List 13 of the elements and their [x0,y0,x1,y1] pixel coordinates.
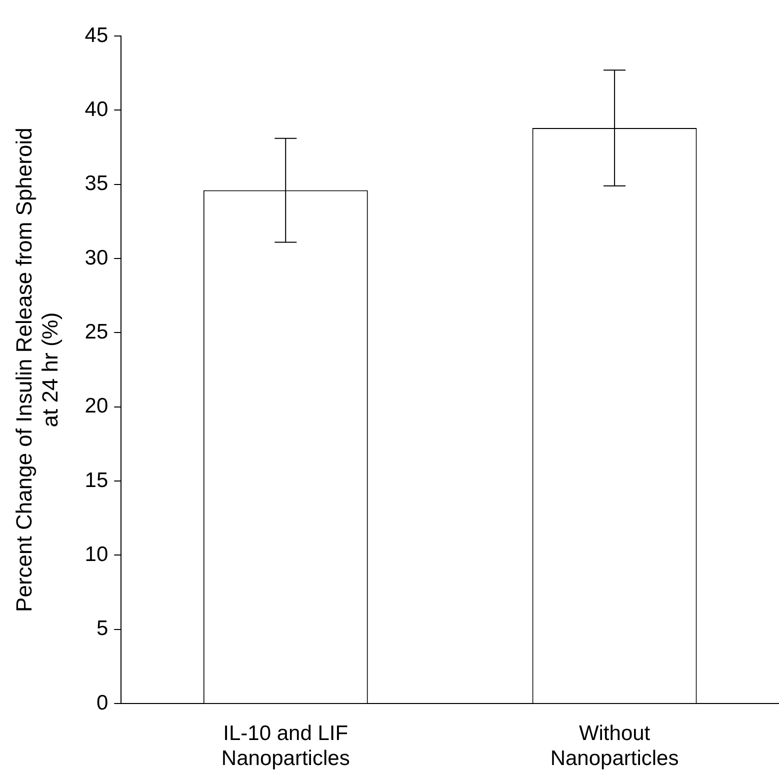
y-axis-title: Percent Change of Insulin Release from Spheroid at 24 hr (%) [11,128,63,612]
y-tick-label: 35 [84,172,108,196]
y-tick-label: 15 [84,468,108,492]
y-tick-label: 0 [96,691,108,714]
y-tick-label: 5 [96,617,108,640]
y-tick-label: 20 [84,394,108,418]
y-tick-label: 10 [84,543,108,566]
y-tick-label: 40 [84,98,108,121]
y-tick-label: 30 [84,246,108,270]
x-tick-label: Without Nanoparticles [550,722,679,770]
y-tick-label: 25 [84,320,108,344]
y-tick-label: 45 [84,24,108,47]
x-tick-label: IL-10 and LIF Nanoparticles [221,722,350,770]
